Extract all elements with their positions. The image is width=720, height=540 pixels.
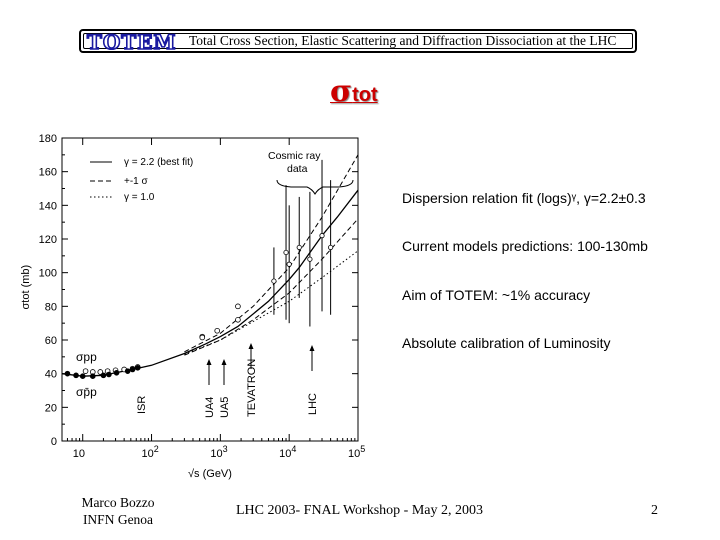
data-point [97,369,104,375]
data-point [235,303,241,310]
y-tick-label: 80 [45,301,57,313]
annotation-sigma-pp: σpp [76,350,97,364]
footer-author: Marco Bozzo INFN Genoa [78,494,158,528]
cross-section-plot: 0 20 40 60 80 100 120 140 160 180 10 102 103 104 105 √s… [20,133,365,480]
annotation-cosmic: data [287,163,308,175]
data-point [73,372,79,379]
bullet-luminosity: Absolute calibration of Luminosity [402,335,611,351]
x-tick-label: 104 [279,444,296,460]
annotation-cosmic: Cosmic ray [268,150,321,162]
data-point [271,278,277,284]
y-tick-label: 160 [39,167,57,179]
data-point [113,370,120,376]
data-point [64,370,71,377]
data-point [106,371,112,378]
x-axis-label: √s (GeV) [188,468,232,480]
bullet-totem-aim: Aim of TOTEM: ~1% accuracy [402,287,591,303]
y-tick-label: 40 [45,369,57,381]
bullet-dispersion-fit: Dispersion relation fit (logs)ᵞ, γ=2.2±0… [402,190,646,206]
y-tick-label: 20 [45,402,57,414]
y-tick-label: 0 [51,436,57,448]
machine-arrowhead [309,345,315,351]
series-curve-3 [184,250,359,355]
totem-logo: TOTEM [86,29,177,55]
data-point [286,261,292,267]
data-point [79,373,86,379]
series-curve-1 [184,154,359,353]
header-banner: TOTEM Total Cross Section, Elastic Scatt… [79,29,637,55]
legend-label: +-1 σ [124,176,149,187]
data-point [129,366,136,373]
machine-arrowhead [206,359,212,365]
data-point [82,368,89,374]
machine-arrowhead [248,343,254,349]
machine-label: LHC [307,393,319,415]
x-tick-label: 103 [210,444,227,460]
page-number: 2 [651,503,658,518]
x-tick-label: 102 [142,444,159,460]
bullet-model-predictions: Current models predictions: 100-130mb [402,238,648,254]
x-tick-label: 105 [348,444,365,460]
x-tick-label: 10 [73,448,85,460]
y-tick-label: 60 [45,335,57,347]
cosmic-brace [276,179,354,195]
legend-label: γ = 2.2 (best fit) [124,157,193,168]
data-point [89,373,96,379]
slide-title: σtot [330,74,378,109]
data-point [124,368,131,374]
author-name: Marco Bozzo [81,495,155,510]
data-point [296,244,302,251]
data-point [100,372,107,379]
data-point [319,233,325,239]
machine-label: UA4 [204,397,216,418]
data-point [235,317,241,323]
author-affiliation: INFN Genoa [82,512,154,527]
title-symbol: σ [330,74,353,109]
data-point [214,327,221,334]
machine-label: TEVATRON [246,359,258,417]
y-tick-label: 120 [39,234,57,246]
y-axis-label: σtot (mb) [20,265,32,310]
legend-label: γ = 1.0 [124,192,155,203]
y-tick-label: 100 [39,268,57,280]
data-point [307,256,313,262]
data-point [134,364,141,371]
annotation-sigma-pbarp: σp̄p [76,385,97,399]
title-subscript: tot [352,84,378,106]
data-point [328,244,334,251]
y-tick-label: 140 [39,200,57,212]
data-point [199,334,206,341]
series-curve-2 [184,218,359,356]
y-tick-label: 180 [39,133,57,145]
machine-label: ISR [136,396,148,414]
header-frame [83,33,633,49]
machine-label: UA5 [219,397,231,418]
header-title: Total Cross Section, Elastic Scattering … [189,33,617,48]
machine-arrowhead [221,359,227,365]
footer-event: LHC 2003- FNAL Workshop - May 2, 2003 [236,503,483,518]
data-point [283,249,289,256]
